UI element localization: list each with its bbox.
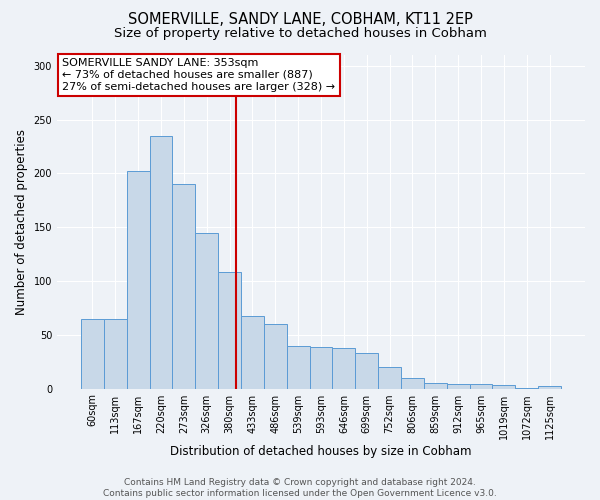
Bar [332, 348, 355, 389]
Bar [538, 386, 561, 388]
Bar [127, 171, 149, 388]
Bar [196, 232, 218, 388]
Bar [493, 386, 515, 388]
Bar [104, 318, 127, 388]
Bar [401, 378, 424, 388]
Bar [81, 318, 104, 388]
Bar [470, 384, 493, 388]
Bar [264, 324, 287, 388]
Text: SOMERVILLE SANDY LANE: 353sqm
← 73% of detached houses are smaller (887)
27% of : SOMERVILLE SANDY LANE: 353sqm ← 73% of d… [62, 58, 335, 92]
Bar [218, 272, 241, 388]
Bar [424, 383, 447, 388]
Bar [378, 367, 401, 388]
Bar [287, 346, 310, 389]
Text: SOMERVILLE, SANDY LANE, COBHAM, KT11 2EP: SOMERVILLE, SANDY LANE, COBHAM, KT11 2EP [128, 12, 472, 28]
Bar [447, 384, 470, 388]
Y-axis label: Number of detached properties: Number of detached properties [15, 129, 28, 315]
Bar [310, 346, 332, 389]
Bar [241, 316, 264, 388]
X-axis label: Distribution of detached houses by size in Cobham: Distribution of detached houses by size … [170, 444, 472, 458]
Bar [355, 353, 378, 388]
Text: Size of property relative to detached houses in Cobham: Size of property relative to detached ho… [113, 28, 487, 40]
Bar [149, 136, 172, 388]
Text: Contains HM Land Registry data © Crown copyright and database right 2024.
Contai: Contains HM Land Registry data © Crown c… [103, 478, 497, 498]
Bar [172, 184, 196, 388]
